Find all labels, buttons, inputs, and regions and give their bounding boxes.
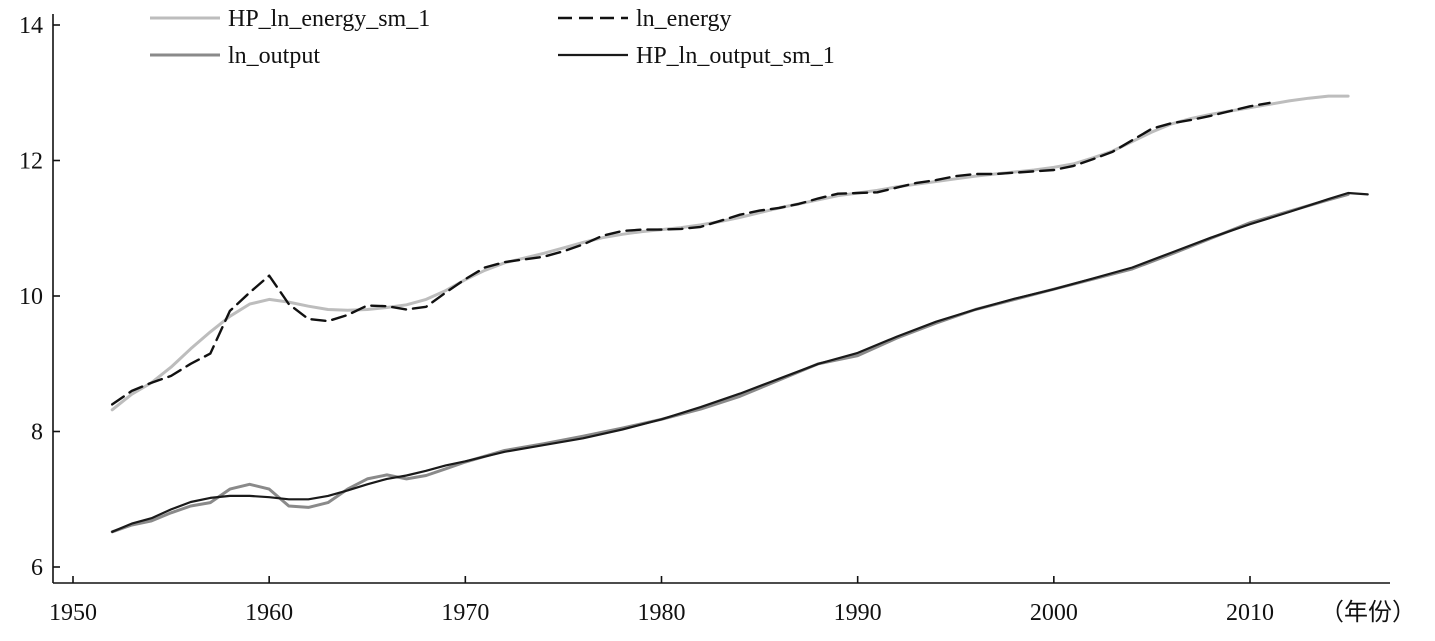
x-tick-label: 1980 xyxy=(638,600,686,626)
series-layer xyxy=(110,94,1369,534)
legend-label: HP_ln_energy_sm_1 xyxy=(228,6,430,32)
y-tick-label: 6 xyxy=(31,555,43,581)
y-ticks: 6 8 10 12 14 xyxy=(19,13,60,581)
series-line-ln-output xyxy=(110,192,1350,534)
x-tick-label: 1990 xyxy=(834,600,882,626)
y-tick-label: 8 xyxy=(31,420,43,446)
series-line-hp-ln-output-sm-1 xyxy=(111,191,1369,533)
x-ticks: 1950 1960 1970 1980 1990 2000 2010 xyxy=(49,576,1274,626)
y-tick-label: 12 xyxy=(19,149,43,175)
y-tick-label: 14 xyxy=(19,13,43,39)
series-line-hp-ln-energy-sm-1 xyxy=(110,94,1350,412)
legend-label: HP_ln_output_sm_1 xyxy=(636,43,835,69)
x-tick-label: 2010 xyxy=(1226,600,1274,626)
legend-label: ln_output xyxy=(228,43,320,69)
legend-label: ln_energy xyxy=(636,6,732,32)
legend: HP_ln_energy_sm_1 ln_energy ln_output HP_ln… xyxy=(150,6,835,69)
y-tick-label: 10 xyxy=(19,284,43,310)
x-tick-label: 2000 xyxy=(1030,600,1078,626)
series-line-ln-energy xyxy=(110,101,1271,406)
x-tick-label: 1960 xyxy=(245,600,293,626)
axes: 6 8 10 12 14 1950 1960 1970 1980 1990 2000 2010 （年… xyxy=(19,13,1416,626)
x-tick-label: 1950 xyxy=(49,600,97,626)
x-tick-label: 1970 xyxy=(441,600,489,626)
x-axis-title: （年份） xyxy=(1320,599,1416,626)
